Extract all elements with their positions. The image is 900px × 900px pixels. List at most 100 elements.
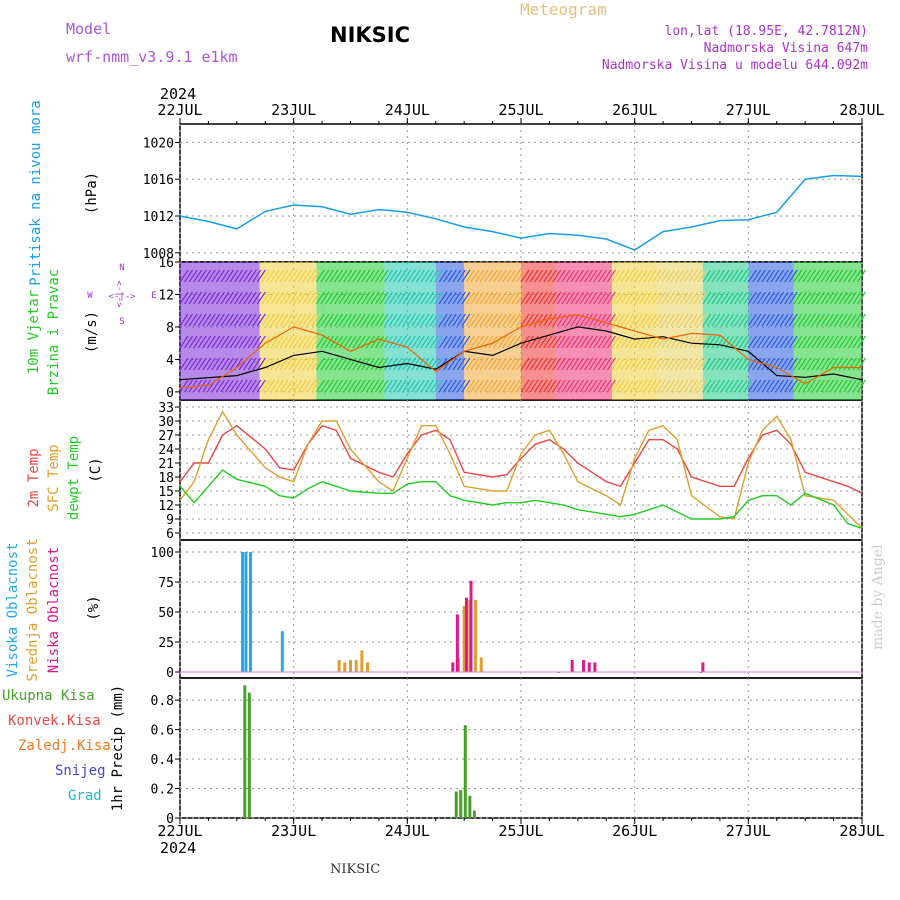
wind-barb <box>611 291 621 305</box>
wind-barb <box>615 357 625 371</box>
compass-s: S <box>119 317 124 327</box>
y-tick-label: 1020 <box>143 136 174 151</box>
wind-barb <box>302 269 312 283</box>
wind-barb <box>611 379 621 393</box>
wind-barb <box>343 335 353 349</box>
wind-barb <box>838 269 848 283</box>
wind-barb <box>388 291 398 305</box>
wind-barb <box>211 313 221 327</box>
wind-barb <box>775 291 785 305</box>
wind-barb <box>306 291 316 305</box>
wind-axis-label-2: Brzina i Pravac <box>46 269 62 395</box>
wind-barb <box>247 379 257 393</box>
wind-barb <box>606 357 616 371</box>
wind-barb <box>329 379 339 393</box>
wind-barb <box>484 291 494 305</box>
wind-barb <box>793 379 803 393</box>
wind-barb <box>247 357 257 371</box>
wind-barb <box>338 313 348 327</box>
wind-barb <box>693 379 703 393</box>
wind-barb <box>370 291 380 305</box>
wind-barb <box>234 379 244 393</box>
wind-barb <box>697 313 707 327</box>
wind-barb <box>725 269 735 283</box>
wind-barb <box>465 313 475 327</box>
wind-barb <box>293 379 303 393</box>
wind-barb <box>584 357 594 371</box>
wind-barb <box>188 357 198 371</box>
wind-barb <box>279 357 289 371</box>
wind-barb <box>670 335 680 349</box>
wind-barb <box>356 379 366 393</box>
wind-barb <box>215 335 225 349</box>
wind-barb <box>274 379 284 393</box>
x-tick-label-top: 26JUL <box>612 101 657 119</box>
wind-barb <box>788 379 798 393</box>
wind-barb <box>384 313 394 327</box>
wind-barb <box>670 291 680 305</box>
wind-barb <box>206 291 216 305</box>
wind-barb <box>638 357 648 371</box>
wind-barb <box>843 291 853 305</box>
wind-barb <box>543 357 553 371</box>
wind-barb <box>838 335 848 349</box>
wind-barb <box>797 291 807 305</box>
wind-barb <box>270 335 280 349</box>
low-cloud-bar <box>587 662 591 672</box>
wind-barb <box>211 379 221 393</box>
wind-barb <box>515 313 525 327</box>
wind-barb <box>784 269 794 283</box>
wind-barb <box>302 379 312 393</box>
y-tick-label: 30 <box>158 415 174 430</box>
wind-barb <box>529 335 539 349</box>
wind-barb <box>525 335 535 349</box>
wind-barb <box>852 313 862 327</box>
wind-barb <box>738 269 748 283</box>
wind-barb <box>788 357 798 371</box>
wind-barb <box>856 313 866 327</box>
wind-barb <box>475 291 485 305</box>
wind-barb <box>811 379 821 393</box>
wind-barb <box>620 291 630 305</box>
wind-barb <box>356 335 366 349</box>
wind-barb <box>575 335 585 349</box>
wind-barb <box>425 291 435 305</box>
wind-barb <box>675 269 685 283</box>
wind-barb <box>329 313 339 327</box>
wind-barb <box>552 335 562 349</box>
wind-barb <box>479 269 489 283</box>
wind-barb <box>847 335 857 349</box>
wind-barb <box>565 335 575 349</box>
wind-barb <box>179 335 189 349</box>
wind-barb <box>452 269 462 283</box>
wind-barb <box>834 335 844 349</box>
wind-barb <box>811 357 821 371</box>
wind-barb <box>220 313 230 327</box>
wind-barb <box>479 357 489 371</box>
wind-barb <box>306 379 316 393</box>
wind-barb <box>402 313 412 327</box>
wind-barb <box>465 269 475 283</box>
wind-barb <box>743 291 753 305</box>
y-tick-label: 18 <box>158 471 174 486</box>
wind-barb <box>702 335 712 349</box>
wind-barb <box>202 313 212 327</box>
wind-barb <box>647 379 657 393</box>
wind-barb <box>488 269 498 283</box>
wind-barb <box>816 313 826 327</box>
wind-barb <box>343 379 353 393</box>
wind-barb <box>352 357 362 371</box>
precip-bar <box>472 810 476 818</box>
wind-barb <box>747 357 757 371</box>
wind-barb <box>261 313 271 327</box>
wind-barb <box>588 291 598 305</box>
wind-barb <box>806 291 816 305</box>
wind-barb <box>265 269 275 283</box>
wind-barb <box>270 269 280 283</box>
wind-barb <box>693 335 703 349</box>
wind-axis-label-1: 10m Vjetar <box>26 290 42 374</box>
precip-legend-item: Ukupna Kisa <box>2 688 95 704</box>
wind-barb <box>820 291 830 305</box>
wind-barb <box>515 357 525 371</box>
wind-barb <box>797 313 807 327</box>
